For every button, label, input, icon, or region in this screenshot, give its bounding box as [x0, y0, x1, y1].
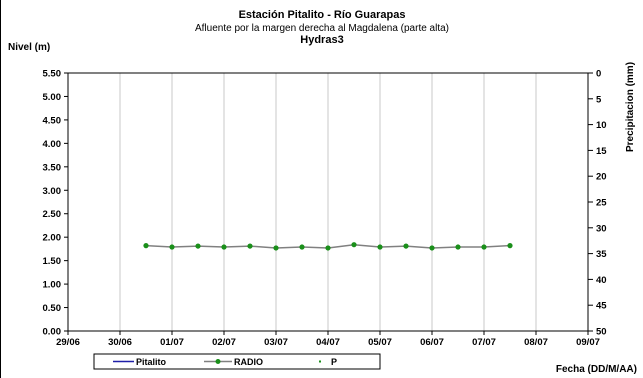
- legend-marker-radio: [215, 359, 221, 364]
- y-tick-label: 4.50: [43, 115, 62, 126]
- y-tick-label: 2.00: [43, 233, 62, 244]
- data-point-radio: [429, 245, 435, 251]
- data-point-radio: [325, 245, 331, 251]
- data-point-radio: [247, 243, 253, 249]
- grid: [119, 73, 537, 331]
- y2-tick-label: 5: [596, 94, 602, 105]
- x-axis: 29/06 30/06 01/07 02/07 03/07 04/07 05/07 06/07…: [56, 331, 600, 348]
- y2-axis: 0 5 10 15 20 25 30 35 40 45 50: [588, 69, 607, 338]
- y2-tick-label: 40: [596, 275, 607, 286]
- y-axis-label: Nivel (m): [8, 42, 50, 53]
- legend-label-radio: RADIO: [234, 357, 263, 367]
- data-point-radio: [169, 244, 175, 250]
- legend-label-p: P: [331, 357, 337, 367]
- y-tick-label: 2.50: [43, 209, 62, 220]
- x-tick-label: 09/07: [576, 337, 600, 348]
- y2-tick-label: 45: [596, 301, 607, 312]
- data-point-radio: [403, 243, 409, 249]
- series-layer: [143, 242, 513, 251]
- y2-tick-label: 50: [596, 327, 607, 338]
- y-tick-label: 1.50: [43, 256, 62, 267]
- chart-subtitle: Afluente por la margen derecha al Magdal…: [195, 23, 449, 34]
- legend-label-pitalito: Pitalito: [136, 357, 167, 367]
- x-tick-label: 02/07: [212, 337, 236, 348]
- y-tick-label: 0.00: [43, 327, 62, 338]
- y-tick-label: 5.00: [43, 92, 62, 103]
- data-point-radio: [299, 244, 305, 250]
- x-tick-label: 05/07: [368, 337, 392, 348]
- chart-title: Estación Pitalito - Río Guarapas: [239, 9, 406, 21]
- y2-axis-label: Precipitacion (mm): [625, 62, 636, 152]
- data-point-radio: [507, 243, 513, 249]
- y2-tick-label: 20: [596, 172, 607, 183]
- legend-box: [93, 353, 381, 370]
- data-point-radio: [221, 244, 227, 250]
- y2-tick-label: 35: [596, 249, 607, 260]
- x-tick-label: 06/07: [420, 337, 444, 348]
- y2-tick-label: 25: [596, 198, 607, 209]
- y-tick-label: 1.00: [43, 280, 62, 291]
- y-axis: 0.00 0.50 1.00 1.50 2.00 2.50 3.00 3.50 4.00 4.50…: [43, 69, 68, 338]
- y2-tick-label: 30: [596, 223, 607, 234]
- data-point-radio: [455, 244, 461, 250]
- legend-marker-p: [319, 360, 321, 363]
- x-tick-label: 29/06: [56, 337, 80, 348]
- data-point-radio: [195, 243, 201, 249]
- y-tick-label: 0.50: [43, 303, 62, 314]
- data-point-radio: [143, 243, 149, 249]
- data-point-radio: [377, 244, 383, 250]
- x-tick-label: 03/07: [264, 337, 288, 348]
- data-point-radio: [481, 244, 487, 250]
- y2-tick-label: 0: [596, 69, 601, 80]
- x-tick-label: 30/06: [108, 337, 132, 348]
- chart-subtitle-2: Hydras3: [300, 34, 343, 46]
- legend: Pitalito RADIO P: [93, 353, 381, 370]
- x-tick-label: 01/07: [160, 337, 184, 348]
- y-tick-label: 3.50: [43, 162, 62, 173]
- data-point-radio: [351, 242, 357, 248]
- y-tick-label: 4.00: [43, 139, 62, 150]
- x-tick-label: 08/07: [524, 337, 548, 348]
- y-tick-label: 5.50: [43, 69, 62, 80]
- x-tick-label: 07/07: [472, 337, 496, 348]
- x-tick-label: 04/07: [316, 337, 340, 348]
- data-point-radio: [273, 245, 279, 251]
- x-axis-label: Fecha (DD/M/AA): [556, 364, 637, 375]
- y2-tick-label: 10: [596, 120, 607, 131]
- y2-tick-label: 15: [596, 146, 607, 157]
- y-tick-label: 3.00: [43, 186, 62, 197]
